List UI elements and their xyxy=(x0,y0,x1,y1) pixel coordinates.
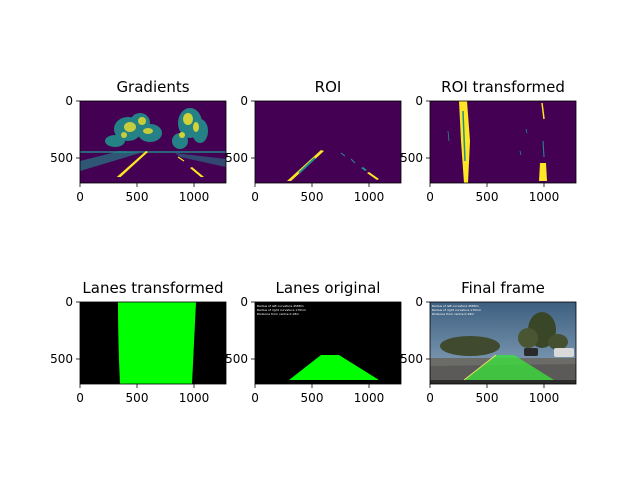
panel-title: Final frame xyxy=(461,279,545,297)
x-tick-label: 500 xyxy=(476,190,499,204)
image-gradients xyxy=(80,101,226,183)
y-tick-label: 0 xyxy=(415,94,423,108)
y-tick-label: 0 xyxy=(240,94,248,108)
x-tick-label: 500 xyxy=(126,391,149,405)
x-tick-label: 1000 xyxy=(179,190,210,204)
overlay-text-line: Radius of left curvature 4588m xyxy=(257,304,304,308)
image-final-frame: Radius of left curvature 4588m Radius of… xyxy=(430,302,576,384)
axes-frame xyxy=(79,301,227,385)
image-lanes-original: Radius of left curvature 4588m Radius of… xyxy=(255,302,401,384)
overlay-text-line: Radius of right curvature 1701m xyxy=(432,308,481,312)
x-axis: 0 500 1000 xyxy=(426,183,559,204)
panel-title: Lanes transformed xyxy=(82,279,223,297)
y-tick-label: 500 xyxy=(50,151,73,165)
panel-title: Lanes original xyxy=(276,279,381,297)
x-tick-label: 0 xyxy=(426,391,434,405)
y-tick-label: 500 xyxy=(225,151,248,165)
axes-frame xyxy=(254,301,402,385)
panel-roi-transformed: ROI transformed 0 500 1000 0 500 xyxy=(400,78,577,204)
x-axis: 0 500 1000 xyxy=(251,384,384,405)
panel-title: ROI transformed xyxy=(441,78,565,96)
y-axis: 0 500 xyxy=(225,94,255,165)
overlay-text-line: Distance from centre 0.18m xyxy=(257,312,299,316)
x-tick-label: 0 xyxy=(251,391,259,405)
y-axis: 0 500 xyxy=(225,295,255,366)
overlay-text-line: Radius of left curvature 4588m xyxy=(432,304,479,308)
x-tick-label: 0 xyxy=(251,190,259,204)
axes-frame xyxy=(429,100,577,184)
panel-roi: ROI 0 500 1000 0 500 xyxy=(225,78,402,204)
x-tick-label: 0 xyxy=(76,190,84,204)
y-axis: 0 500 xyxy=(50,295,80,366)
overlay-text-line: Radius of right curvature 1701m xyxy=(257,308,306,312)
y-tick-label: 500 xyxy=(225,352,248,366)
y-axis: 0 500 xyxy=(50,94,80,165)
x-tick-label: 1000 xyxy=(179,391,210,405)
axes-frame xyxy=(429,301,577,385)
y-tick-label: 500 xyxy=(50,352,73,366)
panel-final-frame: Final frame Radius of left curvature 458… xyxy=(400,279,577,405)
x-tick-label: 0 xyxy=(426,190,434,204)
panel-lanes-original: Lanes original Radius of left curvature … xyxy=(225,279,402,405)
panel-title: Gradients xyxy=(116,78,189,96)
x-axis: 0 500 1000 xyxy=(251,183,384,204)
x-axis: 0 500 1000 xyxy=(426,384,559,405)
image-roi xyxy=(255,101,401,183)
y-axis: 0 500 xyxy=(400,295,430,366)
y-tick-label: 500 xyxy=(400,352,423,366)
image-lanes-transformed xyxy=(80,302,226,384)
y-tick-label: 500 xyxy=(400,151,423,165)
x-tick-label: 1000 xyxy=(354,190,385,204)
panel-lanes-transformed: Lanes transformed 0 500 1000 0 500 xyxy=(50,279,227,405)
x-tick-label: 1000 xyxy=(354,391,385,405)
x-axis: 0 500 1000 xyxy=(76,384,209,405)
y-tick-label: 0 xyxy=(415,295,423,309)
x-tick-label: 1000 xyxy=(529,391,560,405)
x-tick-label: 500 xyxy=(301,391,324,405)
x-axis: 0 500 1000 xyxy=(76,183,209,204)
y-tick-label: 0 xyxy=(240,295,248,309)
x-tick-label: 500 xyxy=(476,391,499,405)
y-tick-label: 0 xyxy=(65,94,73,108)
x-tick-label: 1000 xyxy=(529,190,560,204)
overlay-text-line: Distance from centre 0.18m xyxy=(432,312,474,316)
axes-frame xyxy=(254,100,402,184)
panel-gradients: Gradients xyxy=(50,78,227,204)
y-axis: 0 500 xyxy=(400,94,430,165)
panel-title: ROI xyxy=(315,78,342,96)
x-tick-label: 0 xyxy=(76,391,84,405)
image-roi-transformed xyxy=(430,101,576,183)
axes-frame xyxy=(79,100,227,184)
y-tick-label: 0 xyxy=(65,295,73,309)
x-tick-label: 500 xyxy=(301,190,324,204)
x-tick-label: 500 xyxy=(126,190,149,204)
